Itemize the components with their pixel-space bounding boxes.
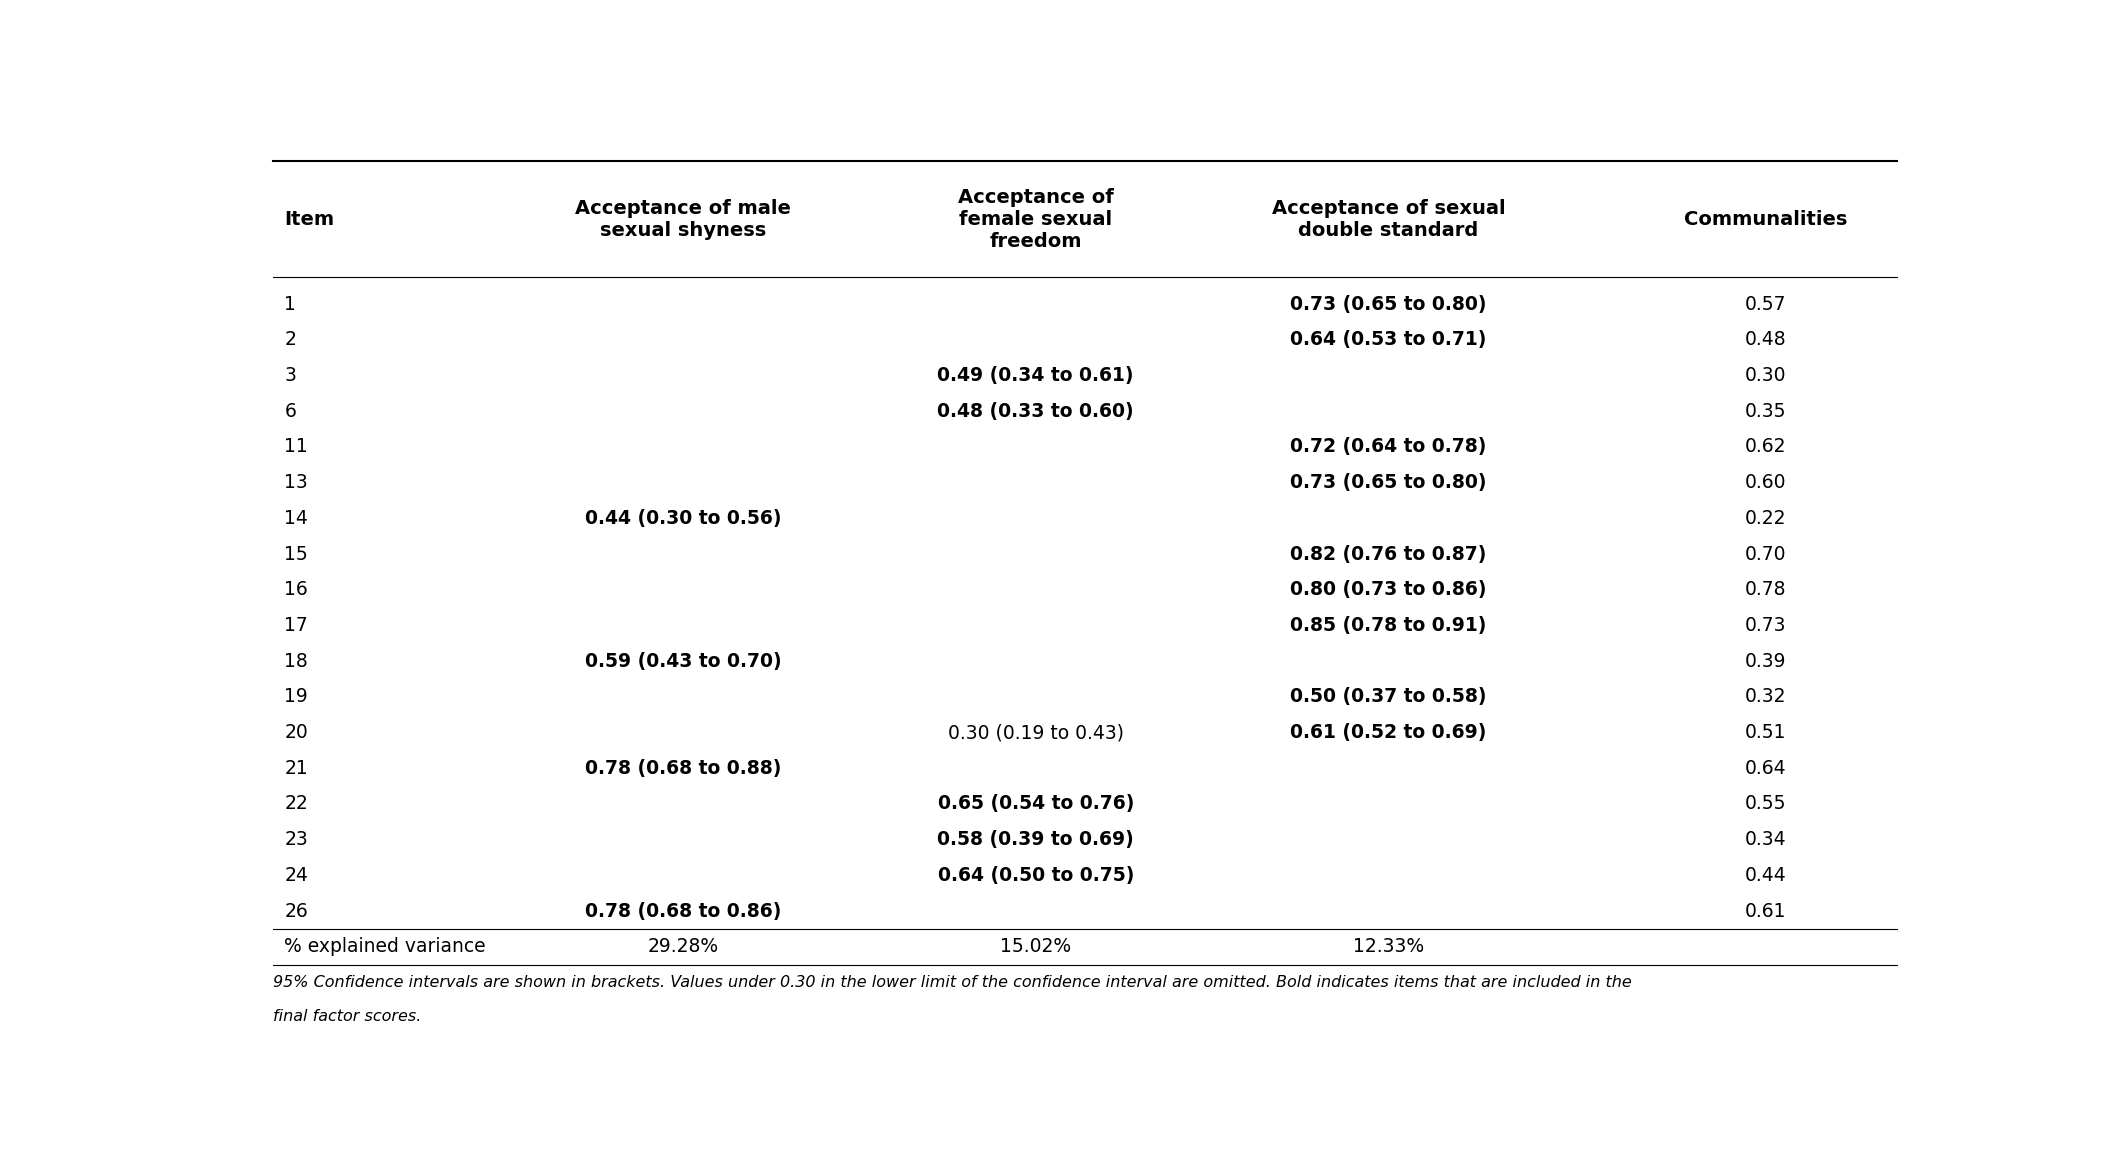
Text: 0.39: 0.39 bbox=[1744, 651, 1787, 671]
Text: 0.51: 0.51 bbox=[1744, 723, 1787, 742]
Text: 0.48 (0.33 to 0.60): 0.48 (0.33 to 0.60) bbox=[938, 402, 1135, 421]
Text: 0.78 (0.68 to 0.86): 0.78 (0.68 to 0.86) bbox=[584, 902, 781, 920]
Text: 0.58 (0.39 to 0.69): 0.58 (0.39 to 0.69) bbox=[938, 830, 1135, 850]
Text: 0.73 (0.65 to 0.80): 0.73 (0.65 to 0.80) bbox=[1289, 473, 1486, 493]
Text: 0.78: 0.78 bbox=[1744, 581, 1787, 599]
Text: 0.44 (0.30 to 0.56): 0.44 (0.30 to 0.56) bbox=[584, 509, 781, 527]
Text: 0.82 (0.76 to 0.87): 0.82 (0.76 to 0.87) bbox=[1289, 545, 1486, 563]
Text: 0.61 (0.52 to 0.69): 0.61 (0.52 to 0.69) bbox=[1289, 723, 1486, 742]
Text: 13: 13 bbox=[284, 473, 309, 493]
Text: Acceptance of sexual
double standard: Acceptance of sexual double standard bbox=[1272, 199, 1505, 240]
Text: 0.48: 0.48 bbox=[1744, 330, 1787, 349]
Text: 0.59 (0.43 to 0.70): 0.59 (0.43 to 0.70) bbox=[584, 651, 781, 671]
Text: 26: 26 bbox=[284, 902, 309, 920]
Text: 0.34: 0.34 bbox=[1744, 830, 1787, 850]
Text: Acceptance of
female sexual
freedom: Acceptance of female sexual freedom bbox=[957, 188, 1114, 250]
Text: 11: 11 bbox=[284, 437, 309, 457]
Text: 29.28%: 29.28% bbox=[648, 938, 718, 956]
Text: 2: 2 bbox=[284, 330, 296, 349]
Text: 0.64 (0.50 to 0.75): 0.64 (0.50 to 0.75) bbox=[938, 866, 1135, 884]
Text: 15: 15 bbox=[284, 545, 309, 563]
Text: 0.70: 0.70 bbox=[1744, 545, 1787, 563]
Text: 0.64 (0.53 to 0.71): 0.64 (0.53 to 0.71) bbox=[1289, 330, 1486, 349]
Text: Acceptance of male
sexual shyness: Acceptance of male sexual shyness bbox=[576, 199, 792, 240]
Text: Communalities: Communalities bbox=[1685, 210, 1848, 228]
Text: Item: Item bbox=[284, 210, 334, 228]
Text: 19: 19 bbox=[284, 687, 309, 706]
Text: 12.33%: 12.33% bbox=[1353, 938, 1425, 956]
Text: 0.57: 0.57 bbox=[1744, 294, 1787, 314]
Text: 14: 14 bbox=[284, 509, 309, 527]
Text: 0.35: 0.35 bbox=[1744, 402, 1787, 421]
Text: 0.49 (0.34 to 0.61): 0.49 (0.34 to 0.61) bbox=[938, 366, 1135, 385]
Text: 0.78 (0.68 to 0.88): 0.78 (0.68 to 0.88) bbox=[584, 759, 781, 778]
Text: 0.30: 0.30 bbox=[1744, 366, 1787, 385]
Text: 0.55: 0.55 bbox=[1744, 794, 1787, 814]
Text: 0.22: 0.22 bbox=[1744, 509, 1787, 527]
Text: 1: 1 bbox=[284, 294, 296, 314]
Text: 0.50 (0.37 to 0.58): 0.50 (0.37 to 0.58) bbox=[1289, 687, 1486, 706]
Text: 18: 18 bbox=[284, 651, 309, 671]
Text: 0.62: 0.62 bbox=[1744, 437, 1787, 457]
Text: 17: 17 bbox=[284, 615, 309, 635]
Text: % explained variance: % explained variance bbox=[284, 938, 487, 956]
Text: 0.30 (0.19 to 0.43): 0.30 (0.19 to 0.43) bbox=[948, 723, 1124, 742]
Text: 0.73: 0.73 bbox=[1744, 615, 1787, 635]
Text: 95% Confidence intervals are shown in brackets. Values under 0.30 in the lower l: 95% Confidence intervals are shown in br… bbox=[273, 975, 1632, 990]
Text: 0.32: 0.32 bbox=[1744, 687, 1787, 706]
Text: final factor scores.: final factor scores. bbox=[273, 1009, 421, 1025]
Text: 0.65 (0.54 to 0.76): 0.65 (0.54 to 0.76) bbox=[938, 794, 1135, 814]
Text: 20: 20 bbox=[284, 723, 309, 742]
Text: 23: 23 bbox=[284, 830, 309, 850]
Text: 0.80 (0.73 to 0.86): 0.80 (0.73 to 0.86) bbox=[1289, 581, 1486, 599]
Text: 24: 24 bbox=[284, 866, 309, 884]
Text: 0.64: 0.64 bbox=[1744, 759, 1787, 778]
Text: 0.73 (0.65 to 0.80): 0.73 (0.65 to 0.80) bbox=[1289, 294, 1486, 314]
Text: 6: 6 bbox=[284, 402, 296, 421]
Text: 15.02%: 15.02% bbox=[999, 938, 1071, 956]
Text: 3: 3 bbox=[284, 366, 296, 385]
Text: 0.44: 0.44 bbox=[1744, 866, 1787, 884]
Text: 16: 16 bbox=[284, 581, 309, 599]
Text: 21: 21 bbox=[284, 759, 309, 778]
Text: 0.61: 0.61 bbox=[1744, 902, 1787, 920]
Text: 0.72 (0.64 to 0.78): 0.72 (0.64 to 0.78) bbox=[1289, 437, 1486, 457]
Text: 0.60: 0.60 bbox=[1744, 473, 1787, 493]
Text: 0.85 (0.78 to 0.91): 0.85 (0.78 to 0.91) bbox=[1289, 615, 1486, 635]
Text: 22: 22 bbox=[284, 794, 309, 814]
